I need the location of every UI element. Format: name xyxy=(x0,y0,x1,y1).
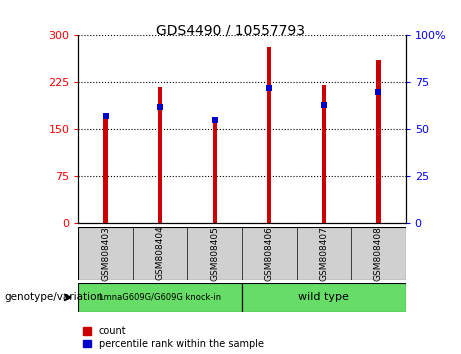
Text: GSM808404: GSM808404 xyxy=(156,226,165,280)
Bar xyxy=(267,47,272,223)
Text: wild type: wild type xyxy=(298,292,349,302)
Text: GSM808407: GSM808407 xyxy=(319,225,328,281)
Bar xyxy=(103,115,108,223)
Bar xyxy=(78,283,242,312)
Legend: count, percentile rank within the sample: count, percentile rank within the sample xyxy=(83,326,264,349)
Text: GSM808408: GSM808408 xyxy=(374,225,383,281)
Text: GSM808405: GSM808405 xyxy=(210,225,219,281)
Bar xyxy=(322,85,326,223)
Text: GDS4490 / 10557793: GDS4490 / 10557793 xyxy=(156,23,305,37)
Text: GSM808403: GSM808403 xyxy=(101,225,110,281)
Text: LmnaG609G/G609G knock-in: LmnaG609G/G609G knock-in xyxy=(99,293,221,302)
Text: GSM808406: GSM808406 xyxy=(265,225,274,281)
Bar xyxy=(213,123,217,223)
Bar xyxy=(242,283,406,312)
Text: genotype/variation: genotype/variation xyxy=(5,292,104,302)
Bar xyxy=(376,61,381,223)
Bar xyxy=(158,87,162,223)
